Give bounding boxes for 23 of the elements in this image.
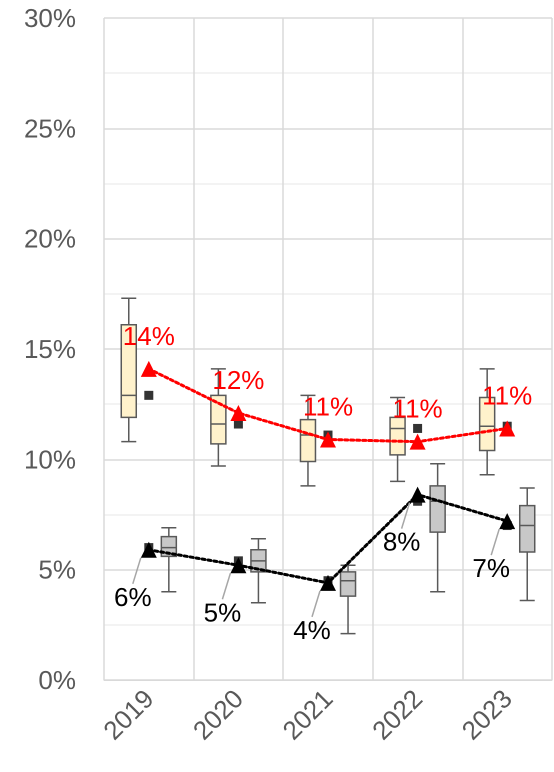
y-tick-label: 5% [38, 554, 76, 585]
y-tick-label: 25% [24, 113, 76, 144]
data-label: 6% [114, 582, 152, 612]
point [410, 434, 426, 450]
y-tick-label: 30% [24, 3, 76, 33]
point [499, 420, 516, 436]
point [413, 424, 422, 433]
point [230, 404, 246, 421]
point [320, 574, 336, 591]
y-tick-label: 15% [24, 334, 76, 364]
y-tick-label: 0% [38, 665, 76, 695]
point [144, 390, 154, 400]
point [140, 360, 157, 377]
data-label: 7% [472, 553, 510, 584]
point [230, 557, 246, 574]
point [140, 542, 157, 558]
y-tick-label: 20% [24, 224, 76, 254]
point [410, 486, 426, 503]
data-label: 4% [293, 614, 331, 645]
y-tick-label: 10% [24, 444, 76, 474]
data-label: 8% [382, 526, 420, 557]
point [320, 431, 336, 448]
data-label: 5% [204, 597, 242, 628]
